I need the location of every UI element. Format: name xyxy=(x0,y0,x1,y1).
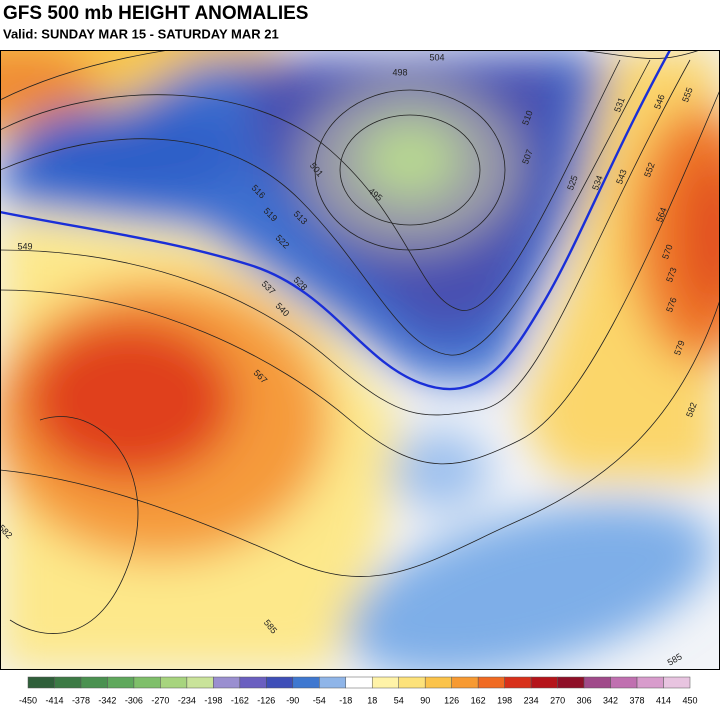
colorbar-label: 414 xyxy=(656,695,671,705)
colorbar-label: -450 xyxy=(19,695,37,705)
contour-label: 525 xyxy=(565,174,580,192)
title: GFS 500 mb HEIGHT ANOMALIES xyxy=(3,3,308,24)
colorbar-label: -306 xyxy=(125,695,143,705)
colorbar-label: -414 xyxy=(45,695,63,705)
colorbar-cell xyxy=(107,676,135,689)
contour-label: 549 xyxy=(17,241,32,251)
contour-label: 534 xyxy=(590,174,605,192)
contour-label: 531 xyxy=(612,96,627,114)
colorbar-label: 306 xyxy=(577,695,592,705)
colorbar-label: -198 xyxy=(204,695,222,705)
colorbar-cell xyxy=(504,676,532,689)
colorbar-label: -342 xyxy=(98,695,116,705)
colorbar-label: 90 xyxy=(420,695,430,705)
colorbar-cell xyxy=(583,676,611,689)
colorbar-label: 126 xyxy=(444,695,459,705)
contour-label: 582 xyxy=(684,401,699,419)
colorbar-cell xyxy=(54,676,82,689)
colorbar-cell xyxy=(27,676,55,689)
colorbar-cell xyxy=(398,676,426,689)
contour-label: 507 xyxy=(520,148,535,166)
colorbar-cell xyxy=(80,676,108,689)
colorbar-cell xyxy=(186,676,214,689)
colorbar-label: -162 xyxy=(231,695,249,705)
contour-label: 543 xyxy=(614,168,629,186)
colorbar-label: 234 xyxy=(524,695,539,705)
contour-label: 579 xyxy=(672,339,687,357)
colorbar-label: -234 xyxy=(178,695,196,705)
colorbar-cell xyxy=(266,676,294,689)
colorbar-label: 270 xyxy=(550,695,565,705)
colorbar-cell xyxy=(636,676,664,689)
contour-label: 576 xyxy=(664,296,679,314)
contour-label: 570 xyxy=(660,243,675,261)
contour-label: 564 xyxy=(654,206,669,224)
colorbar-label: -126 xyxy=(257,695,275,705)
colorbar-label: -270 xyxy=(151,695,169,705)
contour-label: 555 xyxy=(680,86,695,104)
contour-label: 573 xyxy=(664,266,679,284)
colorbar-label: -378 xyxy=(72,695,90,705)
contour-label: 546 xyxy=(652,93,667,111)
colorbar-cell xyxy=(160,676,188,689)
colorbar-label: -90 xyxy=(286,695,299,705)
subtitle: Valid: SUNDAY MAR 15 - SATURDAY MAR 21 xyxy=(3,26,279,41)
colorbar-label: 450 xyxy=(682,695,697,705)
contour-label: 504 xyxy=(429,52,444,62)
colorbar-cell xyxy=(133,676,161,689)
colorbar-cell xyxy=(371,676,399,689)
colorbar-cell xyxy=(530,676,558,689)
contour-label: 552 xyxy=(642,161,657,179)
colorbar-cell xyxy=(610,676,638,689)
colorbar-cell xyxy=(345,676,373,689)
colorbar-label: -54 xyxy=(313,695,326,705)
colorbar-label: -18 xyxy=(339,695,352,705)
colorbar-label: 54 xyxy=(394,695,404,705)
colorbar-cell xyxy=(557,676,585,689)
colorbar-label: 18 xyxy=(367,695,377,705)
colorbar-cell xyxy=(424,676,452,689)
contour-label: 498 xyxy=(392,67,407,77)
colorbar-cell xyxy=(319,676,347,689)
colorbar-cell xyxy=(213,676,241,689)
colorbar-label: 162 xyxy=(471,695,486,705)
colorbar-cell xyxy=(239,676,267,689)
colorbar-label: 198 xyxy=(497,695,512,705)
colorbar-cell xyxy=(663,676,691,689)
colorbar-label: 378 xyxy=(630,695,645,705)
colorbar-cell xyxy=(477,676,505,689)
colorbar-cell xyxy=(292,676,320,689)
contour-label: 510 xyxy=(520,109,535,127)
colorbar-cell xyxy=(451,676,479,689)
colorbar-label: 342 xyxy=(603,695,618,705)
